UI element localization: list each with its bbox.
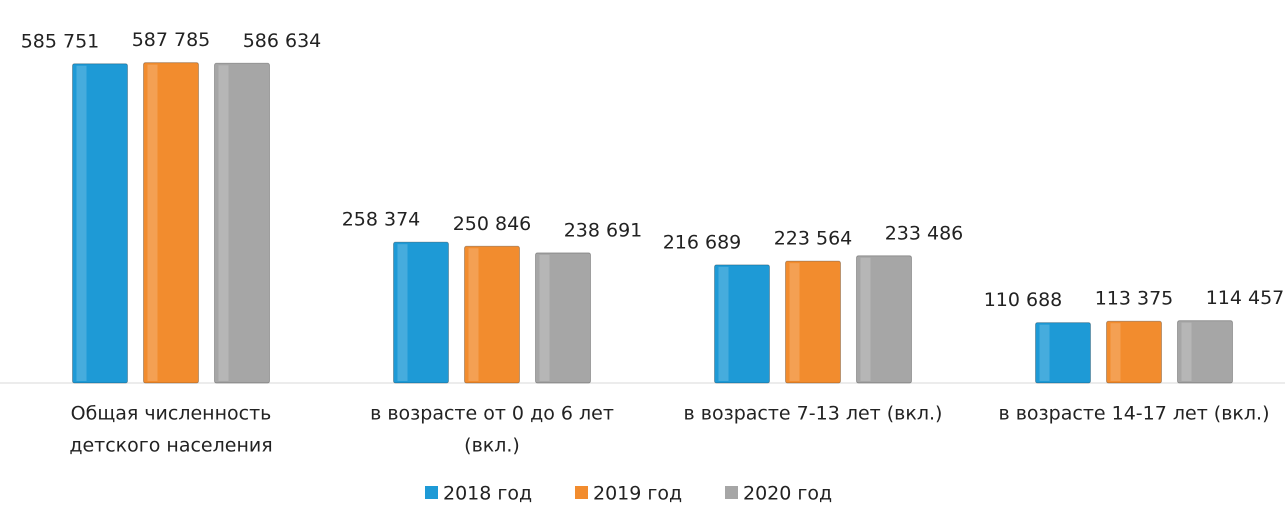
bar-shine	[1181, 322, 1192, 381]
data-label: 238 691	[564, 219, 643, 241]
bar	[1177, 320, 1233, 384]
data-label: 216 689	[663, 231, 742, 253]
bar	[1106, 320, 1162, 384]
data-label: 110 688	[984, 289, 1063, 311]
bar	[535, 252, 591, 384]
data-label: 233 486	[885, 222, 964, 244]
data-label: 587 785	[132, 29, 211, 51]
bar	[1035, 322, 1091, 384]
x-tick-label: (вкл.)	[464, 435, 520, 457]
x-tick-label: Общая численность	[71, 403, 272, 425]
bar-shine	[860, 257, 871, 381]
x-tick-label: детского населения	[69, 435, 272, 457]
legend-label: 2019 год	[593, 483, 682, 505]
bar	[214, 62, 270, 384]
bar-shine	[468, 248, 479, 381]
legend-label: 2020 год	[743, 483, 832, 505]
legend-swatch	[575, 486, 588, 499]
bar	[72, 63, 128, 384]
bar	[785, 260, 841, 384]
data-label: 585 751	[21, 30, 100, 52]
x-tick-label: в возрасте 7-13 лет (вкл.)	[684, 403, 943, 425]
bar-shine	[147, 64, 158, 382]
bar	[393, 241, 449, 384]
bar	[714, 264, 770, 384]
bar-shine	[789, 263, 800, 381]
data-label: 250 846	[453, 213, 532, 235]
data-label: 114 457	[1206, 287, 1285, 309]
bar	[856, 255, 912, 384]
legend-label: 2018 год	[443, 483, 532, 505]
bar-shine	[1039, 324, 1050, 381]
bar-shine	[76, 65, 87, 382]
data-label: 586 634	[243, 30, 322, 52]
bar-shine	[539, 254, 550, 381]
bar	[464, 245, 520, 384]
bar-shine	[397, 244, 408, 381]
x-tick-label: в возрасте от 0 до 6 лет	[370, 403, 614, 425]
legend-swatch	[425, 486, 438, 499]
legend-swatch	[725, 486, 738, 499]
bar	[143, 62, 199, 384]
bar-shine	[218, 65, 229, 381]
bar-shine	[1110, 323, 1121, 381]
data-label: 258 374	[342, 209, 421, 231]
data-label: 113 375	[1095, 288, 1174, 310]
bar-shine	[718, 266, 729, 381]
data-label: 223 564	[774, 228, 853, 250]
x-tick-label: в возрасте 14-17 лет (вкл.)	[999, 403, 1270, 425]
